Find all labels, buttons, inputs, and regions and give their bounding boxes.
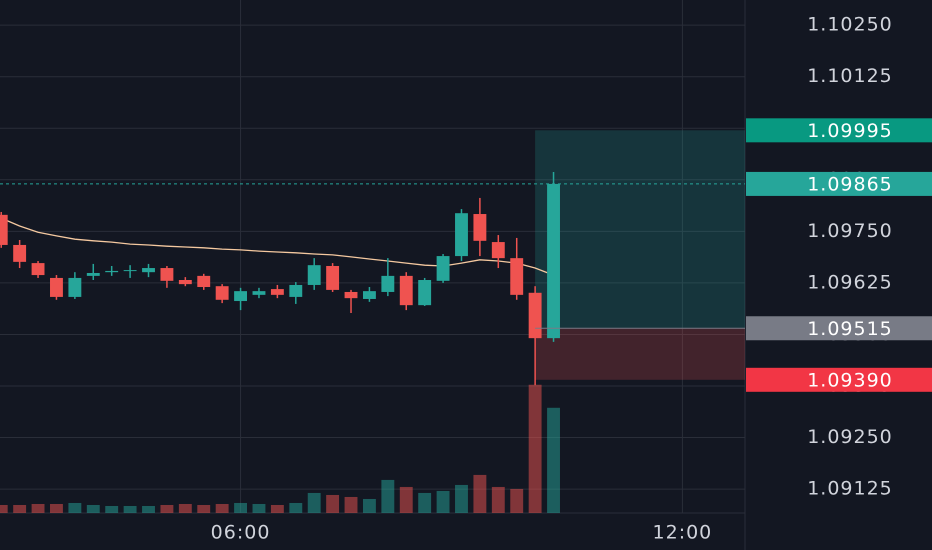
candle-body bbox=[362, 291, 376, 299]
volume-bar bbox=[0, 504, 8, 513]
volume-bar bbox=[215, 503, 229, 513]
candle-body bbox=[307, 265, 321, 285]
candle-body bbox=[234, 291, 248, 302]
volume-bar bbox=[13, 504, 27, 513]
candle-body bbox=[252, 291, 266, 295]
volume-bar bbox=[547, 407, 560, 513]
volume-bar bbox=[86, 504, 100, 513]
volume-bar bbox=[344, 496, 358, 513]
volume-bar bbox=[160, 504, 174, 513]
candle-body bbox=[142, 268, 155, 273]
volume-bar bbox=[50, 503, 63, 513]
y-tick-label: 1.10250 bbox=[807, 14, 893, 36]
candle-body bbox=[123, 270, 137, 272]
candle-body bbox=[344, 291, 358, 299]
y-tick-label: 1.09750 bbox=[807, 220, 893, 242]
volume-bar bbox=[436, 490, 450, 513]
candle-body bbox=[270, 289, 284, 295]
candle-body bbox=[473, 214, 487, 241]
y-tick-label: 1.09250 bbox=[807, 426, 893, 448]
volume-bar bbox=[528, 384, 542, 513]
candle-body bbox=[0, 214, 8, 245]
volume-bar bbox=[399, 486, 413, 513]
stop-badge bbox=[746, 367, 932, 392]
volume-bar bbox=[234, 502, 248, 513]
candle-body bbox=[68, 277, 82, 297]
candle-body bbox=[491, 242, 505, 259]
stop-label: 1.09390 bbox=[807, 369, 893, 391]
moving-average bbox=[0, 217, 554, 276]
candle-body bbox=[399, 275, 413, 306]
candle-body bbox=[418, 280, 432, 306]
volume-bar bbox=[197, 504, 211, 513]
volume-bar bbox=[123, 505, 137, 513]
candle-body bbox=[178, 280, 192, 285]
candle-body bbox=[528, 292, 542, 339]
volume-bar bbox=[455, 484, 468, 513]
candle-body bbox=[547, 183, 560, 339]
candle-body bbox=[510, 258, 524, 295]
candle-body bbox=[50, 277, 63, 297]
volume-bar bbox=[105, 505, 119, 513]
volume-bar bbox=[362, 498, 376, 513]
candle-body bbox=[436, 256, 450, 281]
profit-zone bbox=[535, 130, 745, 329]
candle-body bbox=[31, 263, 45, 276]
volume-bar bbox=[381, 479, 395, 513]
volume-bar bbox=[510, 488, 524, 513]
x-tick-label: 12:00 bbox=[653, 522, 713, 544]
volume-bar bbox=[270, 504, 284, 513]
volume-bar bbox=[31, 503, 45, 513]
volume-bar bbox=[289, 502, 303, 513]
y-tick-label: 1.09125 bbox=[807, 478, 893, 500]
last-price-badge bbox=[746, 171, 932, 196]
candle-body bbox=[289, 284, 303, 297]
candle-body bbox=[13, 244, 27, 262]
candle-body bbox=[381, 275, 395, 292]
y-tick-label: 1.10125 bbox=[807, 65, 893, 87]
volume-bar bbox=[491, 486, 505, 513]
candle-body bbox=[105, 270, 119, 273]
last-price-label: 1.09865 bbox=[807, 173, 893, 195]
target-label: 1.09995 bbox=[807, 120, 893, 142]
volume-bar bbox=[252, 503, 266, 513]
volume-bar bbox=[326, 494, 340, 513]
candle-body bbox=[455, 213, 468, 257]
volume-bar bbox=[178, 503, 192, 513]
volume-bar bbox=[418, 492, 432, 513]
volume-bar bbox=[142, 505, 155, 513]
volume-bar bbox=[473, 474, 487, 513]
candle-body bbox=[326, 265, 340, 290]
loss-zone bbox=[535, 328, 745, 380]
entry-label: 1.09515 bbox=[807, 318, 893, 340]
candle-body bbox=[160, 268, 174, 281]
candle-body bbox=[197, 275, 211, 288]
candle-body bbox=[215, 286, 229, 300]
x-tick-label: 06:00 bbox=[211, 522, 271, 544]
volume-bar bbox=[68, 502, 82, 513]
entry-badge bbox=[746, 316, 932, 341]
target-badge bbox=[746, 118, 932, 143]
volume-bar bbox=[307, 492, 321, 513]
candle-body bbox=[86, 272, 100, 276]
y-tick-label: 1.09625 bbox=[807, 271, 893, 293]
